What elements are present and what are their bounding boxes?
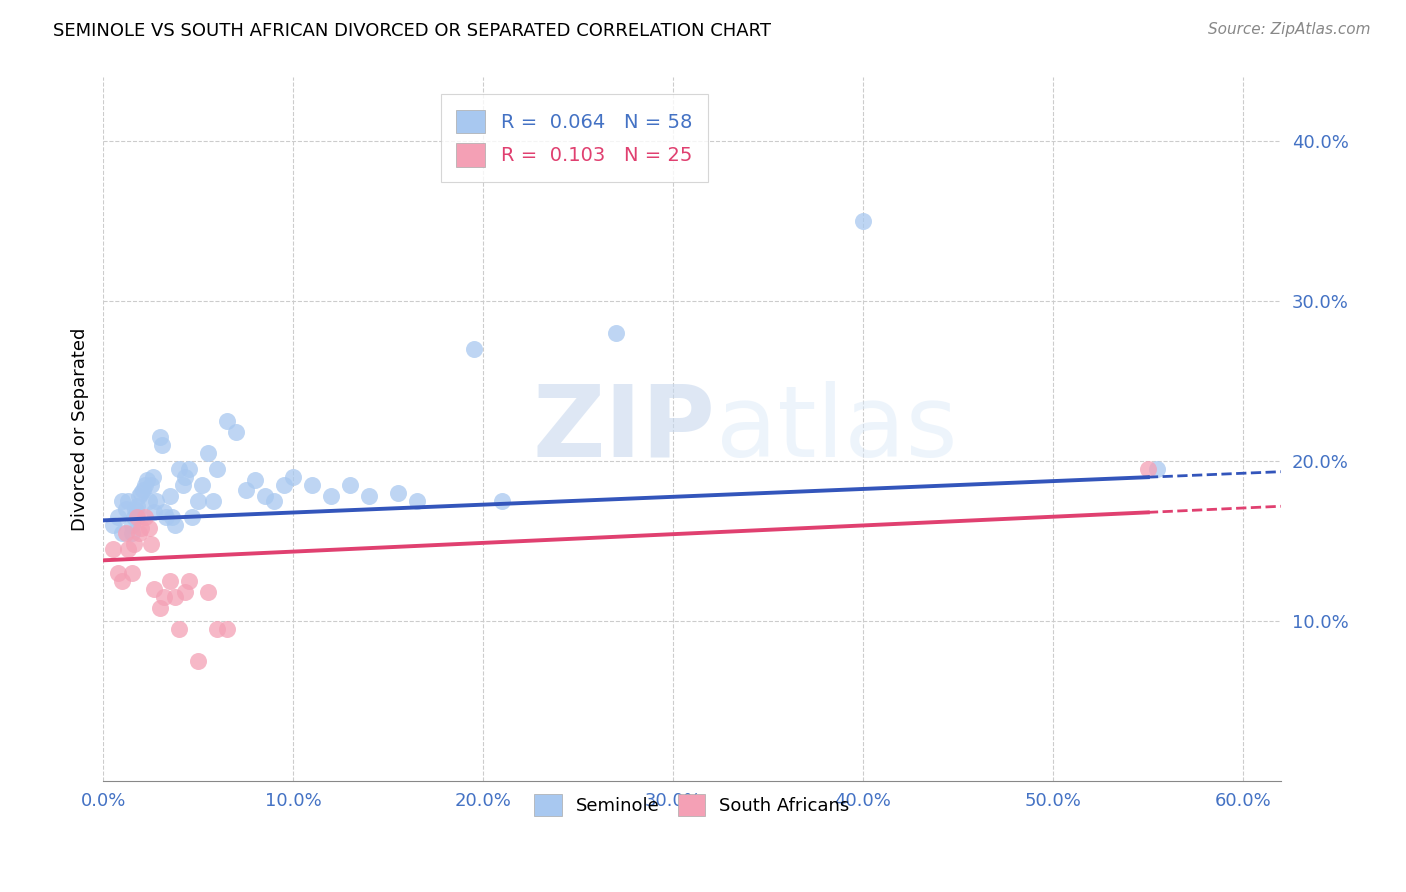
- Point: [121, 518, 143, 533]
- Point: [197, 585, 219, 599]
- Point: [107, 566, 129, 581]
- Point: [357, 489, 380, 503]
- Point: [139, 478, 162, 492]
- Point: [124, 502, 146, 516]
- Point: [301, 478, 323, 492]
- Point: [117, 494, 139, 508]
- Point: [491, 494, 513, 508]
- Point: [132, 483, 155, 497]
- Point: [263, 494, 285, 508]
- Point: [205, 462, 228, 476]
- Point: [215, 622, 238, 636]
- Point: [187, 654, 209, 668]
- Point: [135, 474, 157, 488]
- Point: [153, 505, 176, 519]
- Point: [127, 510, 149, 524]
- Point: [159, 489, 181, 503]
- Point: [122, 537, 145, 551]
- Point: [160, 510, 183, 524]
- Point: [150, 438, 173, 452]
- Point: [153, 590, 176, 604]
- Text: SEMINOLE VS SOUTH AFRICAN DIVORCED OR SEPARATED CORRELATION CHART: SEMINOLE VS SOUTH AFRICAN DIVORCED OR SE…: [53, 22, 772, 40]
- Point: [273, 478, 295, 492]
- Point: [165, 590, 187, 604]
- Point: [165, 518, 187, 533]
- Point: [127, 499, 149, 513]
- Point: [149, 601, 172, 615]
- Point: [225, 425, 247, 440]
- Point: [138, 521, 160, 535]
- Point: [122, 510, 145, 524]
- Point: [387, 486, 409, 500]
- Point: [215, 414, 238, 428]
- Point: [181, 510, 204, 524]
- Point: [339, 478, 361, 492]
- Point: [187, 494, 209, 508]
- Point: [121, 566, 143, 581]
- Point: [167, 622, 190, 636]
- Point: [243, 474, 266, 488]
- Point: [134, 478, 156, 492]
- Point: [149, 430, 172, 444]
- Point: [205, 622, 228, 636]
- Point: [202, 494, 225, 508]
- Text: ZIP: ZIP: [533, 381, 716, 478]
- Point: [101, 542, 124, 557]
- Point: [155, 510, 177, 524]
- Point: [128, 489, 150, 503]
- Point: [405, 494, 427, 508]
- Point: [167, 462, 190, 476]
- Point: [235, 483, 257, 497]
- Point: [143, 505, 166, 519]
- Point: [115, 526, 138, 541]
- Legend: Seminole, South Africans: Seminole, South Africans: [526, 785, 859, 825]
- Point: [111, 574, 134, 588]
- Point: [1146, 462, 1168, 476]
- Point: [197, 446, 219, 460]
- Point: [128, 526, 150, 541]
- Point: [129, 521, 152, 535]
- Point: [138, 494, 160, 508]
- Point: [111, 526, 134, 541]
- Point: [281, 470, 304, 484]
- Text: Source: ZipAtlas.com: Source: ZipAtlas.com: [1208, 22, 1371, 37]
- Point: [134, 510, 156, 524]
- Y-axis label: Divorced or Separated: Divorced or Separated: [72, 327, 89, 531]
- Point: [177, 462, 200, 476]
- Text: atlas: atlas: [716, 381, 957, 478]
- Point: [101, 518, 124, 533]
- Point: [145, 494, 167, 508]
- Point: [852, 214, 875, 228]
- Point: [463, 343, 485, 357]
- Point: [111, 494, 134, 508]
- Point: [159, 574, 181, 588]
- Point: [605, 326, 627, 341]
- Point: [129, 486, 152, 500]
- Point: [121, 526, 143, 541]
- Point: [143, 582, 166, 596]
- Point: [139, 537, 162, 551]
- Point: [177, 574, 200, 588]
- Point: [173, 585, 195, 599]
- Point: [253, 489, 276, 503]
- Point: [319, 489, 342, 503]
- Point: [117, 542, 139, 557]
- Point: [115, 502, 138, 516]
- Point: [127, 505, 149, 519]
- Point: [172, 478, 194, 492]
- Point: [191, 478, 214, 492]
- Point: [173, 470, 195, 484]
- Point: [107, 510, 129, 524]
- Point: [1136, 462, 1159, 476]
- Point: [141, 470, 163, 484]
